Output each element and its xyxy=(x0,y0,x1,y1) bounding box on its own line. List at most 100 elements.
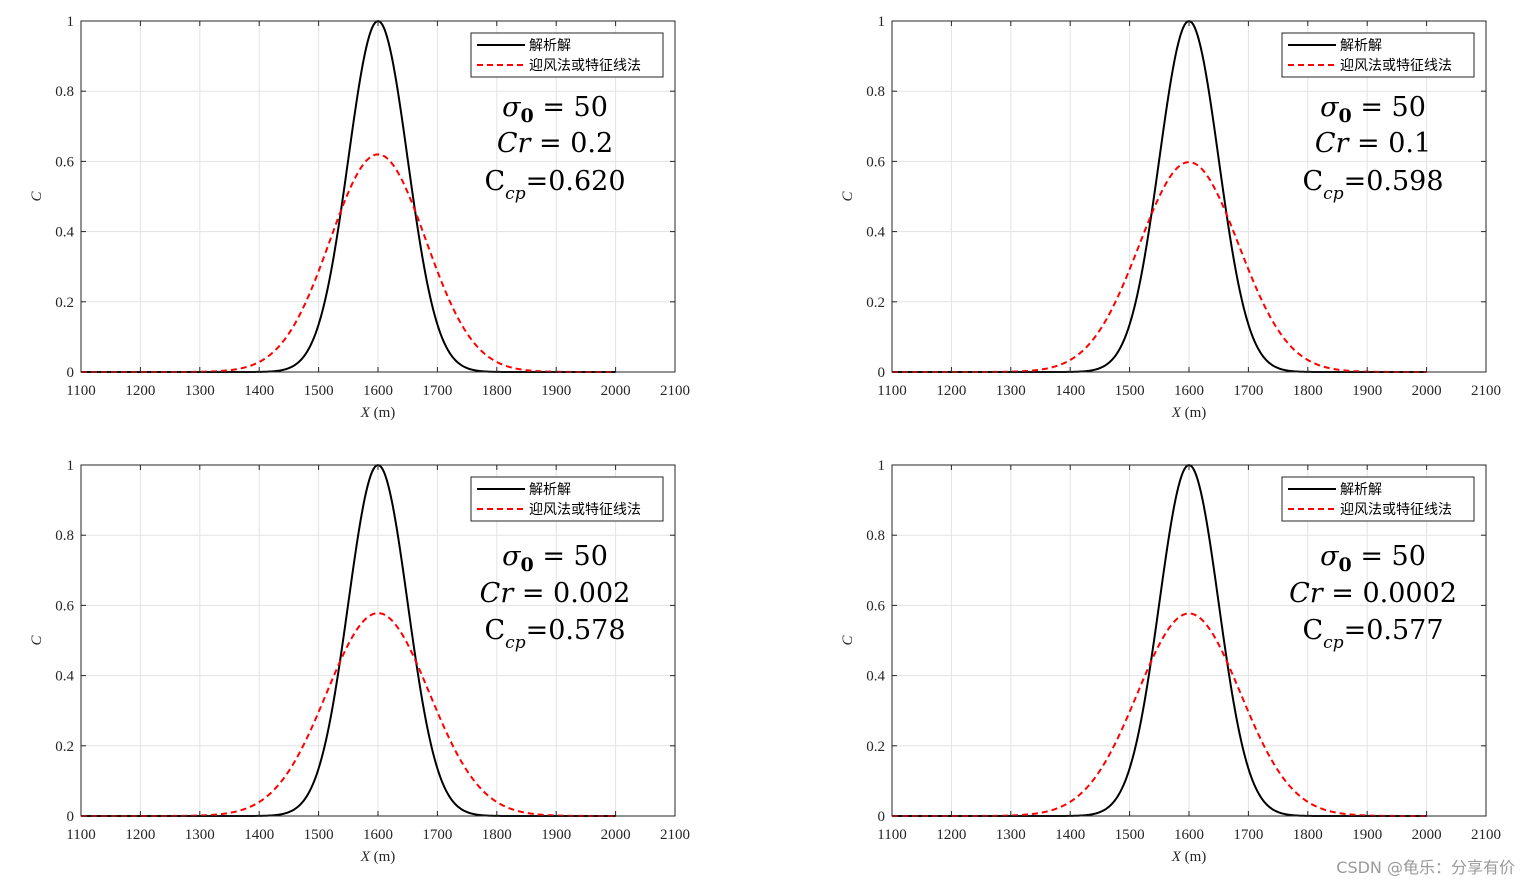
y-tick-label: 0.2 xyxy=(866,295,885,311)
y-tick-label: 0.8 xyxy=(55,84,74,100)
x-tick-label: 1300 xyxy=(996,827,1026,843)
annotation-ccp: Ccp=0.577 xyxy=(1303,615,1444,653)
upwind-method-line xyxy=(81,153,616,373)
x-tick-label: 1200 xyxy=(936,383,966,399)
x-axis-label: X (m) xyxy=(360,849,396,865)
y-tick-label: 1 xyxy=(878,14,886,30)
y-tick-label: 0.8 xyxy=(55,528,74,544)
chart-panel-4: 1100 1200 1300 1400 1500 1600 1700 1800 1900 2000… xyxy=(840,458,1501,865)
x-tick-label: 1100 xyxy=(66,827,95,843)
x-tick-label: 1800 xyxy=(482,827,512,843)
y-tick-label: 0.8 xyxy=(866,84,885,100)
annotation-ccp: Ccp=0.620 xyxy=(485,166,626,204)
x-tick-label: 1400 xyxy=(244,827,274,843)
legend-label-upwind: 迎风法或特征线法 xyxy=(529,502,641,518)
x-tick-label: 2100 xyxy=(1471,827,1501,843)
y-tick-label: 0 xyxy=(67,809,75,825)
x-tick-label: 1700 xyxy=(1233,827,1263,843)
x-tick-label: 1800 xyxy=(482,383,512,399)
y-tick-label: 0.6 xyxy=(866,598,885,614)
x-tick-label: 2100 xyxy=(660,827,690,843)
x-tick-label: 1200 xyxy=(125,827,155,843)
x-tick-label: 2000 xyxy=(1412,383,1442,399)
y-axis-label: C xyxy=(29,635,45,646)
y-tick-label: 0.2 xyxy=(55,295,74,311)
annotation-cr: Cr = 0.002 xyxy=(480,578,631,609)
y-tick-label: 1 xyxy=(878,458,886,474)
x-tick-label: 1900 xyxy=(1352,383,1382,399)
legend-label-analytic: 解析解 xyxy=(529,482,571,498)
annotation-ccp: Ccp=0.598 xyxy=(1303,166,1444,204)
upwind-method-line xyxy=(892,161,1427,373)
x-tick-label: 1800 xyxy=(1293,827,1323,843)
x-tick-label: 1400 xyxy=(1055,827,1085,843)
annotation-sigma: σ0 = 50 xyxy=(1320,541,1426,576)
x-tick-label: 1300 xyxy=(185,383,215,399)
chart-panel-3: 1100 1200 1300 1400 1500 1600 1700 1800 1900 2000… xyxy=(29,458,690,865)
legend-label-upwind: 迎风法或特征线法 xyxy=(1340,502,1452,518)
x-tick-label: 2100 xyxy=(1471,383,1501,399)
x-tick-label: 1800 xyxy=(1293,383,1323,399)
y-tick-label: 1 xyxy=(67,14,75,30)
y-tick-label: 0 xyxy=(878,809,886,825)
legend-box xyxy=(470,476,664,522)
y-tick-label: 0.2 xyxy=(55,739,74,755)
x-tick-label: 1300 xyxy=(185,827,215,843)
x-tick-label: 1400 xyxy=(1055,383,1085,399)
y-tick-label: 0.4 xyxy=(55,669,74,685)
x-tick-label: 1500 xyxy=(304,383,334,399)
y-tick-label: 0.4 xyxy=(866,669,885,685)
x-tick-label: 1500 xyxy=(1115,827,1145,843)
y-tick-label: 0.6 xyxy=(55,598,74,614)
x-tick-label: 1600 xyxy=(363,383,393,399)
upwind-method-line xyxy=(81,612,616,817)
y-axis-label: C xyxy=(29,191,45,202)
x-tick-label: 1700 xyxy=(422,827,452,843)
upwind-method-line xyxy=(892,612,1427,817)
y-tick-label: 0.6 xyxy=(55,154,74,170)
y-tick-label: 0 xyxy=(878,365,886,381)
legend-box xyxy=(1281,476,1475,522)
y-tick-label: 0 xyxy=(67,365,75,381)
x-tick-label: 1200 xyxy=(125,383,155,399)
y-tick-label: 0.4 xyxy=(866,225,885,241)
legend-label-analytic: 解析解 xyxy=(529,38,571,54)
chart-panel-1: 1100 1200 1300 1400 1500 1600 1700 1800 1900 2000… xyxy=(29,14,690,421)
x-tick-label: 1900 xyxy=(541,383,571,399)
y-tick-label: 0.6 xyxy=(866,154,885,170)
x-tick-label: 1700 xyxy=(422,383,452,399)
legend-box xyxy=(1281,32,1475,78)
chart-panel-2: 1100 1200 1300 1400 1500 1600 1700 1800 1900 2000… xyxy=(840,14,1501,421)
legend-label-upwind: 迎风法或特征线法 xyxy=(529,58,641,74)
y-tick-label: 1 xyxy=(67,458,75,474)
x-tick-label: 1600 xyxy=(363,827,393,843)
annotation-cr: Cr = 0.1 xyxy=(1315,128,1431,159)
annotation-sigma: σ0 = 50 xyxy=(502,541,608,576)
y-tick-label: 0.2 xyxy=(866,739,885,755)
annotation-sigma: σ0 = 50 xyxy=(1320,92,1426,127)
x-axis-label: X (m) xyxy=(1171,405,1207,421)
x-tick-label: 1700 xyxy=(1233,383,1263,399)
legend-box xyxy=(470,32,664,78)
x-tick-label: 2000 xyxy=(601,383,631,399)
y-axis-label: C xyxy=(840,635,856,646)
annotation-cr: Cr = 0.2 xyxy=(497,128,613,159)
legend-label-analytic: 解析解 xyxy=(1340,38,1382,54)
y-tick-label: 0.4 xyxy=(55,225,74,241)
x-axis-label: X (m) xyxy=(1171,849,1207,865)
x-tick-label: 1600 xyxy=(1174,383,1204,399)
x-axis-label: X (m) xyxy=(360,405,396,421)
x-tick-label: 1600 xyxy=(1174,827,1204,843)
x-tick-label: 2100 xyxy=(660,383,690,399)
legend-label-analytic: 解析解 xyxy=(1340,482,1382,498)
x-tick-label: 1400 xyxy=(244,383,274,399)
annotation-cr: Cr = 0.0002 xyxy=(1289,578,1457,609)
x-tick-label: 1500 xyxy=(1115,383,1145,399)
annotation-sigma: σ0 = 50 xyxy=(502,92,608,127)
x-tick-label: 2000 xyxy=(601,827,631,843)
x-tick-label: 1100 xyxy=(877,827,906,843)
